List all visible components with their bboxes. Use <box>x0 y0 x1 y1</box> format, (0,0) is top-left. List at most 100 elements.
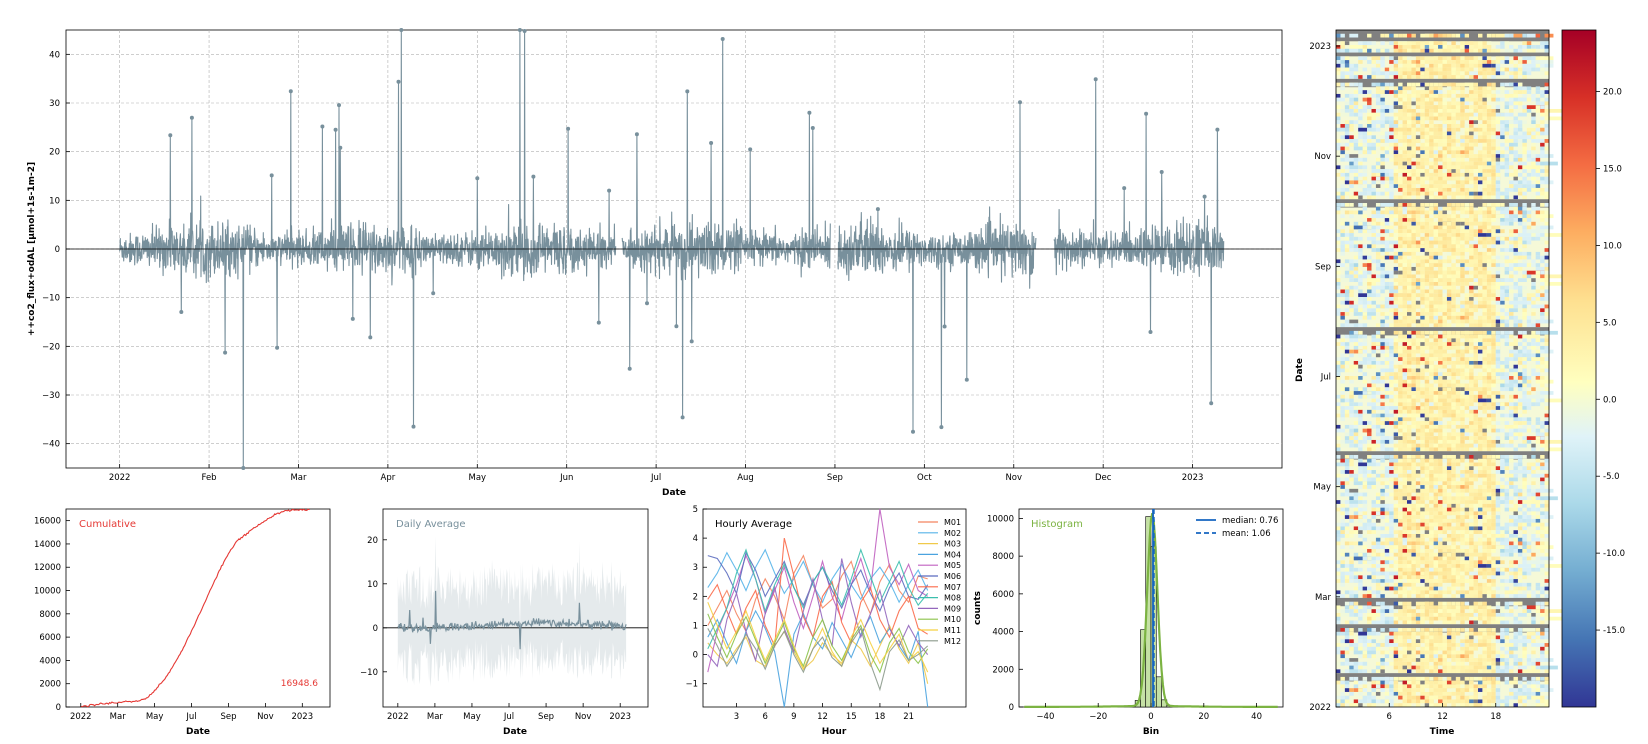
heatmap-cell <box>1367 289 1372 294</box>
heatmap-cell <box>1340 379 1345 384</box>
heatmap-cell <box>1336 462 1341 467</box>
heatmap-cell <box>1442 195 1447 200</box>
heatmap-cell <box>1344 387 1350 392</box>
heatmap-cell <box>1420 345 1425 350</box>
heatmap-cell <box>1389 218 1394 222</box>
heatmap-cell <box>1500 278 1505 282</box>
heatmap-cell <box>1486 45 1492 49</box>
heatmap-cell <box>1469 398 1474 403</box>
heatmap-cell <box>1464 342 1470 346</box>
heatmap-cell <box>1540 187 1545 192</box>
timeseries-xtick-label: Oct <box>917 473 932 483</box>
heatmap-cell <box>1504 289 1510 294</box>
heatmap-cell <box>1371 515 1376 519</box>
heatmap-cell <box>1358 289 1363 294</box>
heatmap-cell <box>1420 507 1425 512</box>
timeseries-xtick-label: May <box>469 473 487 483</box>
heatmap-cell <box>1513 466 1518 471</box>
heatmap-cell <box>1407 63 1412 68</box>
timeseries-point <box>337 103 341 108</box>
heatmap-cell <box>1344 481 1350 486</box>
heatmap-cell <box>1358 210 1363 215</box>
heatmap-cell <box>1362 203 1368 207</box>
heatmap-cell <box>1424 417 1430 422</box>
heatmap-cell <box>1393 319 1399 324</box>
heatmap-cell <box>1411 349 1416 354</box>
heatmap-cell <box>1442 146 1447 151</box>
heatmap-cell <box>1504 218 1510 222</box>
heatmap-cell <box>1473 135 1478 140</box>
heatmap-cell <box>1504 191 1510 196</box>
heatmap-cell <box>1340 387 1345 392</box>
heatmap-cell <box>1451 470 1456 474</box>
heatmap-cell <box>1358 150 1363 155</box>
heatmap-cell <box>1491 63 1496 68</box>
heatmap-cell <box>1371 334 1376 339</box>
heatmap-cell <box>1389 157 1394 162</box>
heatmap-cell <box>1478 338 1483 343</box>
heatmap-cell <box>1540 259 1545 264</box>
heatmap-cell <box>1535 417 1541 422</box>
heatmap-cell <box>1362 515 1368 519</box>
heatmap-cell <box>1358 421 1363 425</box>
heatmap-cell <box>1473 428 1478 433</box>
heatmap-cell <box>1407 142 1412 147</box>
heatmap-cell <box>1384 376 1390 380</box>
heatmap-cell <box>1424 503 1430 508</box>
heatmap-cell <box>1398 218 1403 222</box>
heatmap-cell <box>1473 169 1478 173</box>
heatmap-cell <box>1438 349 1443 354</box>
heatmap-cell <box>1371 300 1376 305</box>
heatmap-cell <box>1344 48 1350 53</box>
heatmap-cell <box>1469 154 1474 158</box>
heatmap-cell <box>1522 187 1541 192</box>
heatmap-cell <box>1424 496 1430 501</box>
heatmap-cell <box>1455 466 1461 471</box>
heatmap-cell <box>1469 63 1474 68</box>
heatmap-cell <box>1460 75 1465 79</box>
heatmap-cell <box>1544 473 1549 478</box>
heatmap-cell <box>1446 357 1452 361</box>
heatmap-cell <box>1531 530 1536 534</box>
heatmap-cell <box>1442 319 1447 324</box>
heatmap-cell <box>1380 248 1385 252</box>
heatmap-cell <box>1486 71 1492 76</box>
heatmap-cell <box>1438 236 1443 241</box>
heatmap-cell <box>1349 161 1354 166</box>
heatmap-cell <box>1495 270 1501 275</box>
heatmap-cell <box>1407 364 1412 369</box>
heatmap-cell <box>1380 263 1385 267</box>
heatmap-cell <box>1336 526 1341 531</box>
heatmap-cell <box>1531 496 1536 501</box>
heatmap-cell <box>1482 533 1487 538</box>
heatmap-cell <box>1451 165 1456 170</box>
heatmap-cell <box>1451 293 1456 298</box>
heatmap-cell <box>1336 334 1341 339</box>
heatmap-cell <box>1464 93 1470 98</box>
heatmap-cell <box>1486 387 1492 392</box>
heatmap-cell <box>1424 236 1430 241</box>
heatmap-cell <box>1380 157 1385 162</box>
heatmap-cell <box>1535 97 1541 102</box>
heatmap-cell <box>1420 424 1425 429</box>
heatmap-cell <box>1522 255 1527 260</box>
heatmap-cell <box>1340 398 1345 403</box>
heatmap-cell <box>1451 146 1456 151</box>
heatmap-cell <box>1407 383 1412 388</box>
hourly-ytick-label: 1 <box>693 621 698 631</box>
heatmap-cell <box>1464 169 1470 173</box>
heatmap-cell <box>1517 263 1527 267</box>
heatmap-cell <box>1411 466 1416 471</box>
heatmap-cell <box>1415 522 1421 527</box>
heatmap-cell <box>1438 394 1443 399</box>
heatmap-cell <box>1531 511 1536 516</box>
heatmap-cell <box>1371 424 1376 429</box>
heatmap-cell <box>1544 131 1549 136</box>
heatmap-cell <box>1402 289 1407 294</box>
heatmap-cell <box>1482 56 1487 61</box>
heatmap-cell <box>1482 240 1487 245</box>
heatmap-cell <box>1420 244 1425 249</box>
heatmap-cell <box>1504 93 1514 98</box>
heatmap-cell <box>1517 233 1536 237</box>
heatmap-cell <box>1358 466 1363 471</box>
